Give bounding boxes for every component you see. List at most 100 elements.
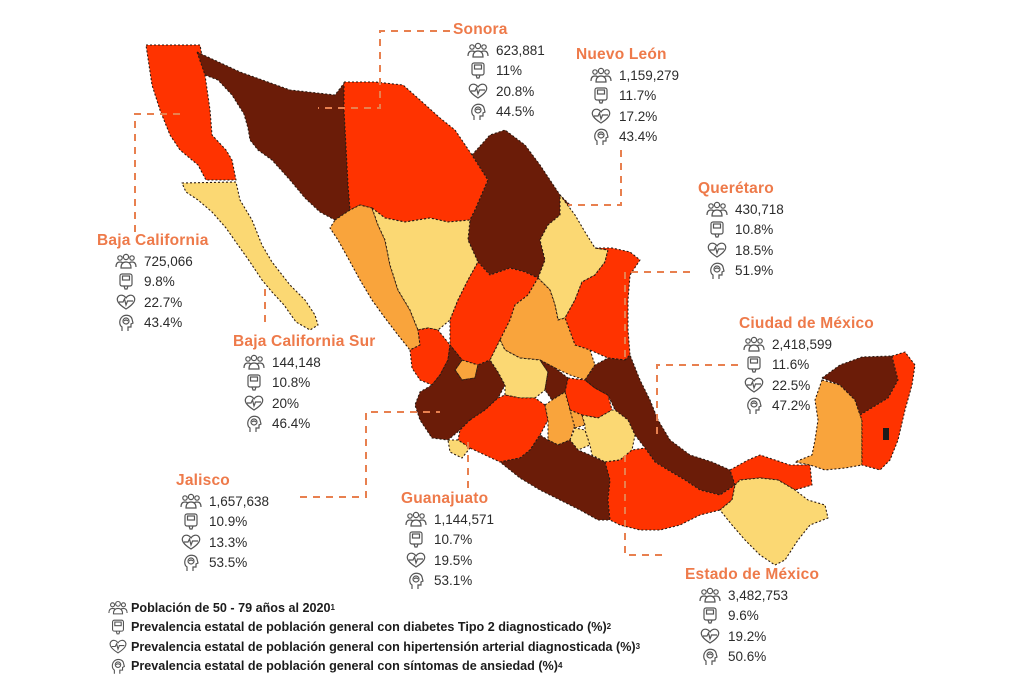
state-san-luis-potosi [499,277,596,381]
state-campeche [794,379,863,471]
population-value: 1,159,279 [619,67,680,83]
legend-text: Prevalencia estatal de población general… [131,620,607,635]
state-name: Ciudad de México [739,315,874,332]
legend-item-hypertension: Prevalencia estatal de población general… [108,637,640,657]
people-group-icon [699,586,721,604]
glucometer-icon [706,221,728,239]
heart-pulse-icon [699,627,721,645]
legend-text: Prevalencia estatal de población general… [131,639,636,654]
head-brain-icon [699,648,721,666]
heart-pulse-icon [108,638,128,655]
hypertension-value: 22.5% [772,377,811,393]
callout-baja-california-sur: Baja California Sur 144,148 10.8% 20% 46… [233,333,375,434]
callout-guanajuato: Guanajuato 1,144,571 10.7% 19.5% 53.1% [401,490,494,591]
diabetes-value: 11% [496,63,523,79]
state-name: Estado de México [685,566,820,583]
hypertension-value: 20.8% [496,83,535,99]
state-morelos [569,427,591,451]
anxiety-value: 44.5% [496,104,535,120]
callout-queretaro: Querétaro 430,718 10.8% 18.5% 51.9% [698,180,784,281]
people-group-icon [180,492,202,510]
diabetes-value: 11.7% [619,88,657,104]
diabetes-value: 10.8% [735,222,774,238]
people-group-icon [243,353,265,371]
head-brain-icon [467,103,489,121]
state-chiapas [719,477,829,566]
hypertension-value: 19.5% [434,552,473,568]
population-value: 2,418,599 [772,336,833,352]
anxiety-value: 46.4% [272,416,311,432]
people-group-icon [590,66,612,84]
island-cozumel [883,428,889,440]
population-value: 144,148 [272,354,321,370]
legend-text: Población de 50 - 79 años al 2020 [131,600,331,615]
anxiety-value: 43.4% [144,315,183,331]
head-brain-icon [743,397,765,415]
people-group-icon [405,510,427,528]
heart-pulse-icon [180,533,202,551]
state-quintana-roo [859,351,916,471]
glucometer-icon [180,513,202,531]
anxiety-value: 53.5% [209,555,248,571]
state-name: Guanajuato [401,490,489,507]
heart-pulse-icon [467,82,489,100]
state-baja-california [145,44,237,181]
glucometer-icon [699,607,721,625]
hypertension-value: 13.3% [209,534,248,550]
state-queretaro [539,359,569,401]
population-value: 1,657,638 [209,493,270,509]
state-name: Nuevo León [576,46,667,63]
legend: Población de 50 - 79 años al 2020 1 Preva… [108,598,640,676]
population-value: 3,482,753 [728,587,789,603]
legend-item-population: Población de 50 - 79 años al 2020 1 [108,598,640,618]
state-name: Querétaro [698,180,774,197]
head-brain-icon [108,658,128,675]
state-tamaulipas [564,247,641,361]
state-nayarit [409,327,451,386]
anxiety-value: 51.9% [735,263,774,279]
head-brain-icon [115,314,137,332]
glucometer-icon [108,619,128,636]
legend-item-diabetes: Prevalencia estatal de población general… [108,618,640,638]
hypertension-value: 20% [272,395,300,411]
glucometer-icon [743,356,765,374]
heart-pulse-icon [590,107,612,125]
state-name: Sonora [453,21,508,38]
state-name: Baja California [97,232,209,249]
people-group-icon [108,599,128,616]
hypertension-value: 18.5% [735,242,774,258]
state-colima [447,439,471,459]
anxiety-value: 53.1% [434,573,473,589]
state-yucatan [821,355,899,416]
state-name: Baja California Sur [233,333,376,350]
head-brain-icon [180,554,202,572]
state-baja-california-sur [181,181,319,331]
people-group-icon [115,252,137,270]
diabetes-value: 11.6% [772,357,810,373]
population-value: 623,881 [496,42,545,58]
diabetes-value: 10.9% [209,514,248,530]
people-group-icon [743,335,765,353]
state-sonora [196,51,351,221]
diabetes-value: 9.8% [144,274,175,290]
state-coahuila [467,129,571,279]
head-brain-icon [706,262,728,280]
anxiety-value: 50.6% [728,649,767,665]
heart-pulse-icon [706,241,728,259]
diabetes-value: 9.6% [728,608,759,624]
callout-baja-california: Baja California 725,066 9.8% 22.7% 43.4% [97,232,209,333]
callout-sonora: Sonora 623,881 11% 20.8% 44.5% [453,21,545,122]
diabetes-value: 10.8% [272,375,311,391]
heart-pulse-icon [243,394,265,412]
head-brain-icon [590,128,612,146]
people-group-icon [706,200,728,218]
heart-pulse-icon [743,376,765,394]
hypertension-value: 17.2% [619,108,658,124]
heart-pulse-icon [115,293,137,311]
state-name: Jalisco [176,472,230,489]
state-puebla [581,409,636,463]
state-zacatecas [449,261,539,366]
diabetes-value: 10.7% [434,532,473,548]
state-guerrero [499,434,611,521]
people-group-icon [467,41,489,59]
